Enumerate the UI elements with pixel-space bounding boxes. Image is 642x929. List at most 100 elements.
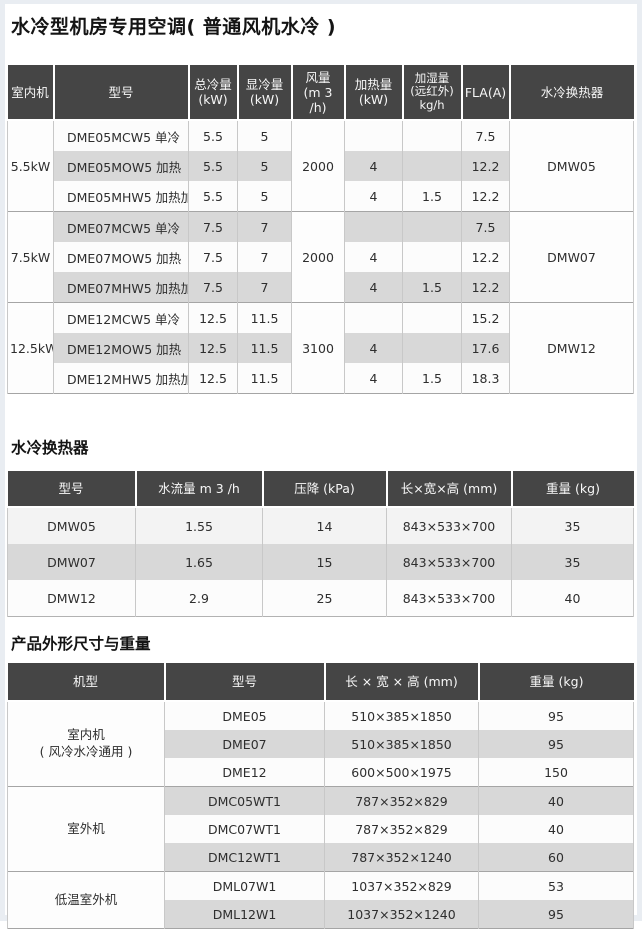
column-header-dimensions: 长 × 宽 × 高 (mm) [324,663,480,702]
column-header-weight: 重量 (kg) [478,663,634,702]
capacity-group-5-5kw: 5.5kW DME05MCW5 单冷 5.5 5 2000 7.5 DMW05 … [7,120,634,212]
humidify-cell [402,211,462,242]
exchanger-header-row: 型号 水流量 m 3 /h 压降 (kPa) 长×宽×高 (mm) 重量 (kg… [7,471,634,508]
weight-cell: 60 [478,843,634,872]
total-cooling-cell: 5.5 [188,151,238,181]
weight-cell: 40 [478,786,634,815]
dimensions-cell: 787×352×829 [324,786,479,815]
heating-cell: 4 [344,242,403,272]
weight-cell: 95 [478,701,634,730]
model-cell: DME07 [164,730,325,758]
model-cell: DML07W1 [164,871,325,900]
column-header-machine-type: 机型 [7,663,166,702]
column-header-exchanger: 水冷换热器 [509,65,634,121]
humidify-cell [402,302,462,333]
heating-cell: 4 [344,333,403,363]
water-flow-cell: 1.55 [135,507,263,544]
total-cooling-cell: 5.5 [188,120,238,151]
sensible-cooling-cell: 11.5 [237,363,292,394]
model-cell: DMC12WT1 [164,843,325,872]
table-row: DME07MOW5 加热 7.5 7 4 12.2 [8,242,634,272]
model-cell: DME05MHW5 加热加湿 [53,181,189,212]
humidify-cell: 1.5 [402,181,462,212]
table-row: DMW07 1.65 15 843×533×700 35 [7,544,634,580]
heating-cell: 4 [344,181,403,212]
capacity-cell: 12.5kW [7,302,54,394]
dimensions-cell: 787×352×1240 [324,843,479,872]
capacity-cell: 7.5kW [7,211,54,303]
type-group-outdoor: 室外机 DMC05WT1 787×352×829 40 DMC07WT1 787… [7,786,634,872]
column-header-model: 型号 [7,471,137,508]
total-cooling-cell: 7.5 [188,272,238,303]
airflow-cell: 2000 [291,120,345,212]
total-cooling-cell: 12.5 [188,333,238,363]
exchanger-table: 型号 水流量 m 3 /h 压降 (kPa) 长×宽×高 (mm) 重量 (kg… [7,471,634,617]
sensible-cooling-cell: 5 [237,181,292,212]
dimensions-cell: 510×385×1850 [324,730,479,758]
model-cell: DME05 [164,701,325,730]
type-group-low-temp-outdoor: 低温室外机 DML07W1 1037×352×829 53 DML12W1 10… [7,871,634,929]
weight-cell: 35 [511,507,634,544]
weight-cell: 35 [511,544,634,580]
capacity-group-7-5kw: 7.5kW DME07MCW5 单冷 7.5 7 2000 7.5 DMW07 … [7,211,634,303]
table-row: DMW12 2.9 25 843×533×700 40 [7,580,634,617]
table-row: DMW05 1.55 14 843×533×700 35 [7,507,634,544]
dimensions-cell: 1037×352×1240 [324,900,479,929]
sensible-cooling-cell: 5 [237,120,292,151]
column-header-indoor-unit: 室内机 [7,65,55,121]
model-cell: DMC05WT1 [164,786,325,815]
dimensions-cell: 600×500×1975 [324,758,479,787]
machine-type-cell: 室外机 [7,786,165,872]
dimensions-cell: 510×385×1850 [324,701,479,730]
fla-cell: 12.2 [461,272,510,303]
column-header-sensible-cooling: 显冷量 (kW) [237,65,293,121]
model-cell: DME12MHW5 加热加湿 [53,363,189,394]
fla-cell: 7.5 [461,120,510,151]
sensible-cooling-cell: 11.5 [237,333,292,363]
section-title-dimensions: 产品外形尺寸与重量 [11,635,151,653]
model-cell: DME07MCW5 单冷 [53,211,189,242]
table-row: DME07 510×385×1850 95 [8,730,634,758]
model-cell: DMC07WT1 [164,815,325,843]
exchanger-cell: DMW12 [509,302,634,394]
table-row: DMC07WT1 787×352×829 40 [8,815,634,843]
table-row: 12.5kW DME12MCW5 单冷 12.5 11.5 3100 15.2 … [7,302,634,394]
weight-cell: 150 [478,758,634,787]
sensible-cooling-cell: 7 [237,242,292,272]
fla-cell: 17.6 [461,333,510,363]
ac-units-header-row: 室内机 型号 总冷量 (kW) 显冷量 (kW) 风量 (m 3 /h) 加热量… [7,65,634,121]
column-header-airflow: 风量 (m 3 /h) [291,65,346,121]
model-cell: DME12MCW5 单冷 [53,302,189,333]
table-row: DME12 600×500×1975 150 [8,758,634,787]
heating-cell: 4 [344,363,403,394]
weight-cell: 95 [478,730,634,758]
weight-cell: 40 [478,815,634,843]
humidify-cell [402,151,462,181]
humidify-cell [402,120,462,151]
machine-type-cell: 室内机 ( 风冷水冷通用 ) [7,701,165,787]
heating-cell [344,302,403,333]
model-cell: DME12MOW5 加热 [53,333,189,363]
column-header-model: 型号 [164,663,326,702]
model-cell: DME05MOW5 加热 [53,151,189,181]
model-cell: DME07MHW5 加热加湿 [53,272,189,303]
dimensions-cell: 787×352×829 [324,815,479,843]
weight-cell: 53 [478,871,634,900]
column-header-dimensions: 长×宽×高 (mm) [386,471,513,508]
sensible-cooling-cell: 11.5 [237,302,292,333]
column-header-humidify: 加湿量 (远红外) kg/h [402,65,463,121]
table-row: DMC12WT1 787×352×1240 60 [8,843,634,872]
dimensions-cell: 843×533×700 [386,544,512,580]
table-row: 低温室外机 DML07W1 1037×352×829 53 [7,871,634,929]
pressure-drop-cell: 15 [262,544,387,580]
column-header-pressure-drop: 压降 (kPa) [262,471,388,508]
model-cell: DME12 [164,758,325,787]
total-cooling-cell: 7.5 [188,242,238,272]
type-group-indoor: 室内机 ( 风冷水冷通用 ) DME05 510×385×1850 95 DME… [7,701,634,787]
table-row: DME05MHW5 加热加湿 5.5 5 4 1.5 12.2 [8,181,634,212]
dimensions-cell: 843×533×700 [386,507,512,544]
pressure-drop-cell: 14 [262,507,387,544]
model-cell: DML12W1 [164,900,325,929]
table-row: 室外机 DMC05WT1 787×352×829 40 [7,786,634,872]
dimensions-cell: 843×533×700 [386,580,512,617]
